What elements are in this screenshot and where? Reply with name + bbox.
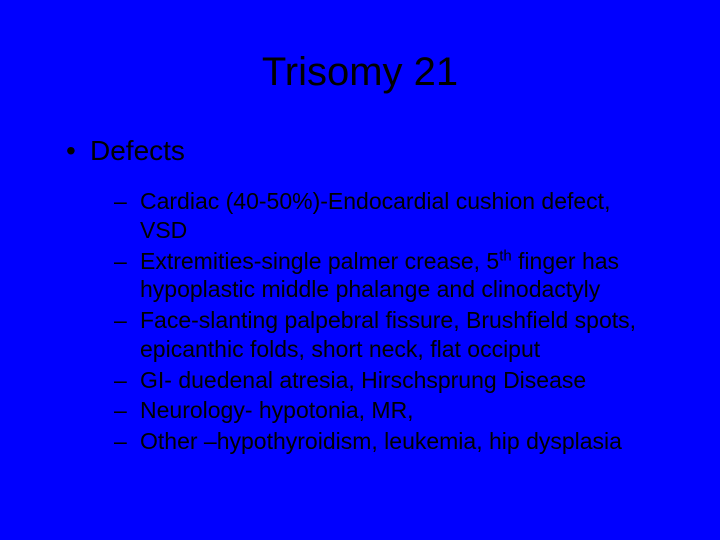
bullet-level2: Face-slanting palpebral fissure, Brushfi… (140, 306, 660, 364)
bullet-level2: Cardiac (40-50%)-Endocardial cushion def… (140, 187, 660, 245)
superscript: th (499, 247, 511, 264)
bullet-level2: Other –hypothyroidism, leukemia, hip dys… (140, 427, 660, 456)
bullet-level2: Extremities-single palmer crease, 5th fi… (140, 247, 660, 305)
bullet-level2: GI- duedenal atresia, Hirschsprung Disea… (140, 366, 660, 395)
sub-bullet-list: Cardiac (40-50%)-Endocardial cushion def… (140, 187, 660, 456)
slide: Trisomy 21 Defects Cardiac (40-50%)-Endo… (0, 0, 720, 540)
bullet-text-prefix: Extremities-single palmer crease, 5 (140, 248, 499, 274)
bullet-level2: Neurology- hypotonia, MR, (140, 396, 660, 425)
slide-title: Trisomy 21 (60, 50, 660, 95)
bullet-level1: Defects (90, 135, 660, 167)
